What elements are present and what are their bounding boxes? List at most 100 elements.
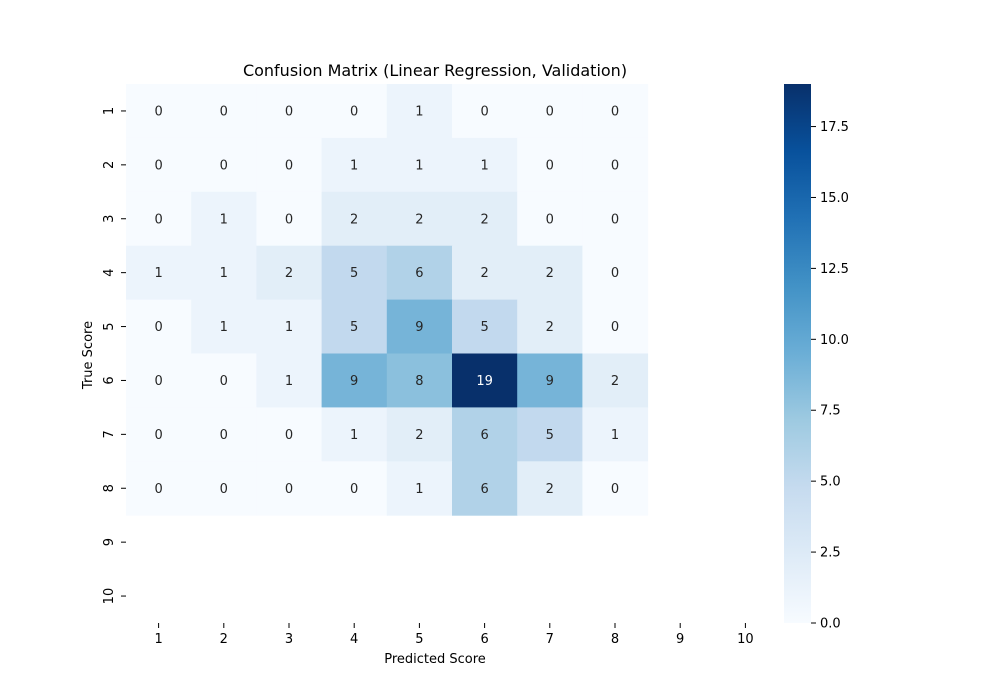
colorbar-tick-label: 17.5 [820, 120, 849, 135]
cell-value-label: 1 [220, 212, 228, 227]
y-tick-label: 4 [102, 269, 117, 277]
heatmap-cell [256, 84, 323, 139]
cell-value-label: 0 [154, 482, 162, 497]
cell-value-label: 0 [285, 212, 293, 227]
cell-value-label: 2 [480, 212, 488, 227]
cell-value-label: 1 [285, 320, 293, 335]
cell-value-label: 2 [546, 266, 554, 281]
cell-value-label: 5 [350, 320, 358, 335]
cell-value-label: 9 [415, 320, 423, 335]
y-tick-label: 5 [102, 322, 117, 330]
cell-value-label: 0 [546, 212, 554, 227]
x-tick-label: 7 [546, 632, 554, 647]
cell-value-label: 1 [350, 428, 358, 443]
heatmap-cell [126, 84, 192, 139]
chart-title: Confusion Matrix (Linear Regression, Val… [243, 61, 627, 80]
heatmap-cell [321, 191, 388, 247]
heatmap-cell [386, 137, 453, 193]
y-axis-label: True Score [81, 321, 96, 390]
x-tick-label: 10 [737, 632, 754, 647]
cell-value-label: 6 [415, 266, 423, 281]
heatmap-cell [256, 245, 323, 301]
heatmap-cell [452, 137, 518, 193]
heatmap-cell [582, 245, 649, 301]
heatmap-cells [126, 84, 649, 516]
x-tick-label: 3 [285, 632, 293, 647]
cell-value-label: 1 [350, 158, 358, 173]
cell-value-label: 1 [415, 104, 423, 119]
heatmap-cell [256, 137, 323, 193]
cell-value-label: 2 [611, 374, 619, 389]
heatmap-cell [256, 353, 323, 408]
heatmap-cell [452, 191, 518, 247]
heatmap-cell [256, 191, 323, 247]
heatmap-cell [582, 84, 649, 139]
cell-value-label: 0 [611, 266, 619, 281]
cell-value-label: 1 [220, 266, 228, 281]
heatmap-cell [386, 407, 453, 462]
heatmap-cell [517, 407, 583, 462]
heatmap-cell [126, 191, 192, 247]
cell-value-label: 0 [611, 212, 619, 227]
y-tick-label: 8 [102, 484, 117, 492]
y-tick-label: 7 [102, 430, 117, 438]
colorbar-tick-label: 5.0 [820, 475, 841, 490]
heatmap-cell [126, 353, 192, 408]
heatmap-cell [321, 245, 388, 301]
cell-value-label: 2 [480, 266, 488, 281]
heatmap-cell [191, 299, 257, 354]
heatmap-cell [126, 407, 192, 462]
heatmap-cell [517, 137, 583, 193]
heatmap-cell [191, 245, 257, 301]
heatmap-cell [452, 84, 518, 139]
cell-value-label: 0 [546, 158, 554, 173]
heatmap-cell [386, 191, 453, 247]
heatmap-cell [452, 353, 518, 408]
heatmap-cell [126, 461, 192, 516]
heatmap-cell [582, 299, 649, 354]
cell-value-label: 2 [415, 212, 423, 227]
x-axis-label: Predicted Score [384, 652, 486, 667]
colorbar-ticks: 0.0 2.5 5.0 7.5 10.0 12.5 15.0 17.5 [811, 120, 849, 632]
cell-value-label: 1 [415, 158, 423, 173]
cell-value-label: 0 [154, 104, 162, 119]
y-tick-label: 1 [102, 107, 117, 115]
cell-value-label: 0 [154, 212, 162, 227]
colorbar-tick-label: 7.5 [820, 404, 841, 419]
cell-value-label: 2 [546, 482, 554, 497]
cell-value-label: 1 [285, 374, 293, 389]
cell-value-label: 0 [350, 104, 358, 119]
x-tick-label: 4 [350, 632, 358, 647]
cell-value-label: 8 [415, 374, 423, 389]
cell-value-label: 5 [546, 428, 554, 443]
heatmap-cell [386, 245, 453, 301]
heatmap-cell [452, 299, 518, 354]
x-tick-label: 5 [415, 632, 423, 647]
heatmap-cell [126, 245, 192, 301]
cell-value-label: 0 [154, 320, 162, 335]
y-tick-label: 10 [102, 588, 117, 605]
cell-value-label: 0 [285, 104, 293, 119]
cell-value-label: 0 [220, 482, 228, 497]
cell-value-label: 0 [154, 374, 162, 389]
heatmap-cell [386, 353, 453, 408]
heatmap-cell [386, 84, 453, 139]
x-axis-ticks: 1 2 3 4 5 6 7 8 9 10 [154, 623, 754, 647]
cell-value-label: 6 [480, 428, 488, 443]
colorbar-tick-label: 12.5 [820, 262, 849, 277]
heatmap-cell [321, 137, 388, 193]
heatmap-cell [452, 245, 518, 301]
cell-value-label: 0 [611, 158, 619, 173]
y-tick-label: 2 [102, 161, 117, 169]
y-axis-ticks: 1 2 3 4 5 6 7 8 9 10 [102, 107, 126, 605]
colorbar-tick-label: 15.0 [820, 191, 849, 206]
cell-value-label: 0 [350, 482, 358, 497]
cell-value-label: 9 [350, 374, 358, 389]
cell-value-label: 2 [546, 320, 554, 335]
heatmap-cell [517, 245, 583, 301]
heatmap-cell [126, 299, 192, 354]
cell-value-label: 0 [480, 104, 488, 119]
cell-value-label: 0 [220, 428, 228, 443]
x-tick-label: 6 [480, 632, 488, 647]
